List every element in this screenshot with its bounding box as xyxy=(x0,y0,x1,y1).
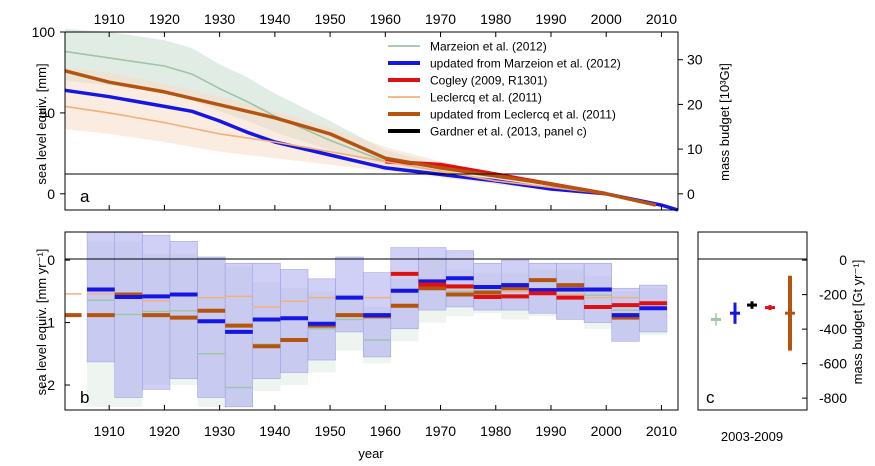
panel-a-letter: a xyxy=(80,187,90,206)
yc-tick-label: -600 xyxy=(819,356,847,372)
xb-tick-label: 1960 xyxy=(370,423,401,439)
panel-a-y2label: mass budget [10³Gt] xyxy=(717,63,732,181)
panel-c-period-label: 2003-2009 xyxy=(721,429,783,444)
yc-tick-label: 0 xyxy=(839,252,847,268)
top-year-axis: 1910 1920 1930 1940 1950 1960 1970 1980 1990 2000… xyxy=(94,11,678,27)
band-updated-marzeion xyxy=(142,234,171,390)
yc-tick-label: -800 xyxy=(819,390,847,406)
yc-tick-label: -200 xyxy=(819,287,847,303)
band-0 xyxy=(65,28,607,194)
panel-c-y2label: mass budget [Gt yr⁻¹] xyxy=(850,260,865,385)
panel-a-ylabel: sea level equiv. [mm] xyxy=(34,63,49,184)
band-updated-marzeion xyxy=(280,269,309,373)
top-year-label: 1990 xyxy=(535,11,566,27)
panel-a-series-lines xyxy=(64,50,679,212)
panel-c: 0 -200 -400 -600 -800 c mass budget [Gt yr⁻¹… xyxy=(697,231,865,444)
top-year-label: 1910 xyxy=(94,11,125,27)
ya2-tick-label: 20 xyxy=(687,96,703,112)
line-series-4 xyxy=(64,69,657,207)
yb-tick-label: -2 xyxy=(43,377,56,393)
legend-label-4: updated from Leclercq et al. (2011) xyxy=(430,108,616,122)
ya2-tick-label: 30 xyxy=(687,52,703,68)
legend-label-2: Cogley (2009, R1301) xyxy=(430,74,547,88)
panel-c-ticks: 0 -200 -400 -600 -800 xyxy=(802,252,847,406)
ya-tick-label: 100 xyxy=(32,24,56,40)
xb-tick-label: 1920 xyxy=(149,423,180,439)
panel-c-letter: c xyxy=(706,388,715,407)
panel-c-frame xyxy=(697,231,808,411)
xb-tick-label: 1950 xyxy=(315,423,346,439)
panel-a: 0 50 100 0 10 20 30 Marzeion et al. (2012) upda… xyxy=(32,24,732,212)
top-year-label: 2010 xyxy=(646,11,677,27)
panel-b-bars xyxy=(65,232,668,408)
line-series-3 xyxy=(64,105,607,195)
panel-b-frame xyxy=(64,231,679,411)
ya-tick-label: 0 xyxy=(47,186,55,202)
band-updated-marzeion xyxy=(197,256,226,398)
legend-label-3: Leclercq et al. (2011) xyxy=(430,91,542,105)
band-updated-marzeion xyxy=(86,232,115,363)
ya2-tick-label: 10 xyxy=(687,141,703,157)
band-updated-marzeion xyxy=(390,247,419,330)
yb-tick-label: -1 xyxy=(43,315,56,331)
ya2-tick-label: 0 xyxy=(687,186,695,202)
xb-tick-label: 1980 xyxy=(480,423,511,439)
panel-b: 0 -1 -2 1910 1920 1930 1940 1950 1960 1970 1980 199… xyxy=(34,231,679,439)
band-updated-marzeion xyxy=(224,262,254,408)
panel-b-ticks: 0 -1 -2 1910 1920 1930 1940 1950 1960 1970 1980 199… xyxy=(43,252,678,439)
top-year-label: 1980 xyxy=(480,11,511,27)
top-year-label: 1960 xyxy=(370,11,401,27)
ya-tick-label: 50 xyxy=(39,105,55,121)
top-year-label: 1920 xyxy=(149,11,180,27)
band-updated-marzeion xyxy=(307,278,336,361)
panel-c-points xyxy=(711,275,795,351)
band-updated-marzeion xyxy=(418,247,447,311)
panel-a-frame xyxy=(64,31,679,211)
xb-tick-label: 1970 xyxy=(425,423,456,439)
legend-label-0: Marzeion et al. (2012) xyxy=(430,40,547,54)
band-updated-marzeion xyxy=(583,262,612,323)
xb-tick-label: 2010 xyxy=(646,423,677,439)
panel-b-letter: b xyxy=(80,388,89,407)
xb-tick-label: 2000 xyxy=(591,423,622,439)
legend-label-5: Gardner et al. (2013, panel c) xyxy=(430,125,587,139)
legend-label-1: updated from Marzeion et al. (2012) xyxy=(430,57,621,71)
xb-tick-label: 1930 xyxy=(204,423,235,439)
top-year-label: 2000 xyxy=(591,11,622,27)
top-year-label: 1940 xyxy=(259,11,290,27)
yb-tick-label: 0 xyxy=(47,252,55,268)
x-axis-label: year xyxy=(358,446,384,461)
top-year-label: 1930 xyxy=(204,11,235,27)
top-year-label: 1970 xyxy=(425,11,456,27)
xb-tick-label: 1910 xyxy=(94,423,125,439)
xb-tick-label: 1990 xyxy=(535,423,566,439)
panel-a-legend: Marzeion et al. (2012) updated from Marze… xyxy=(388,40,621,139)
panel-b-ylabel: sea level equiv. [mm yr⁻¹] xyxy=(34,249,49,396)
top-year-label: 1950 xyxy=(315,11,346,27)
band-updated-marzeion xyxy=(335,256,364,333)
xb-tick-label: 1940 xyxy=(259,423,290,439)
yc-tick-label: -400 xyxy=(819,321,847,337)
panel-a-ticks: 0 50 100 0 10 20 30 xyxy=(32,24,703,210)
